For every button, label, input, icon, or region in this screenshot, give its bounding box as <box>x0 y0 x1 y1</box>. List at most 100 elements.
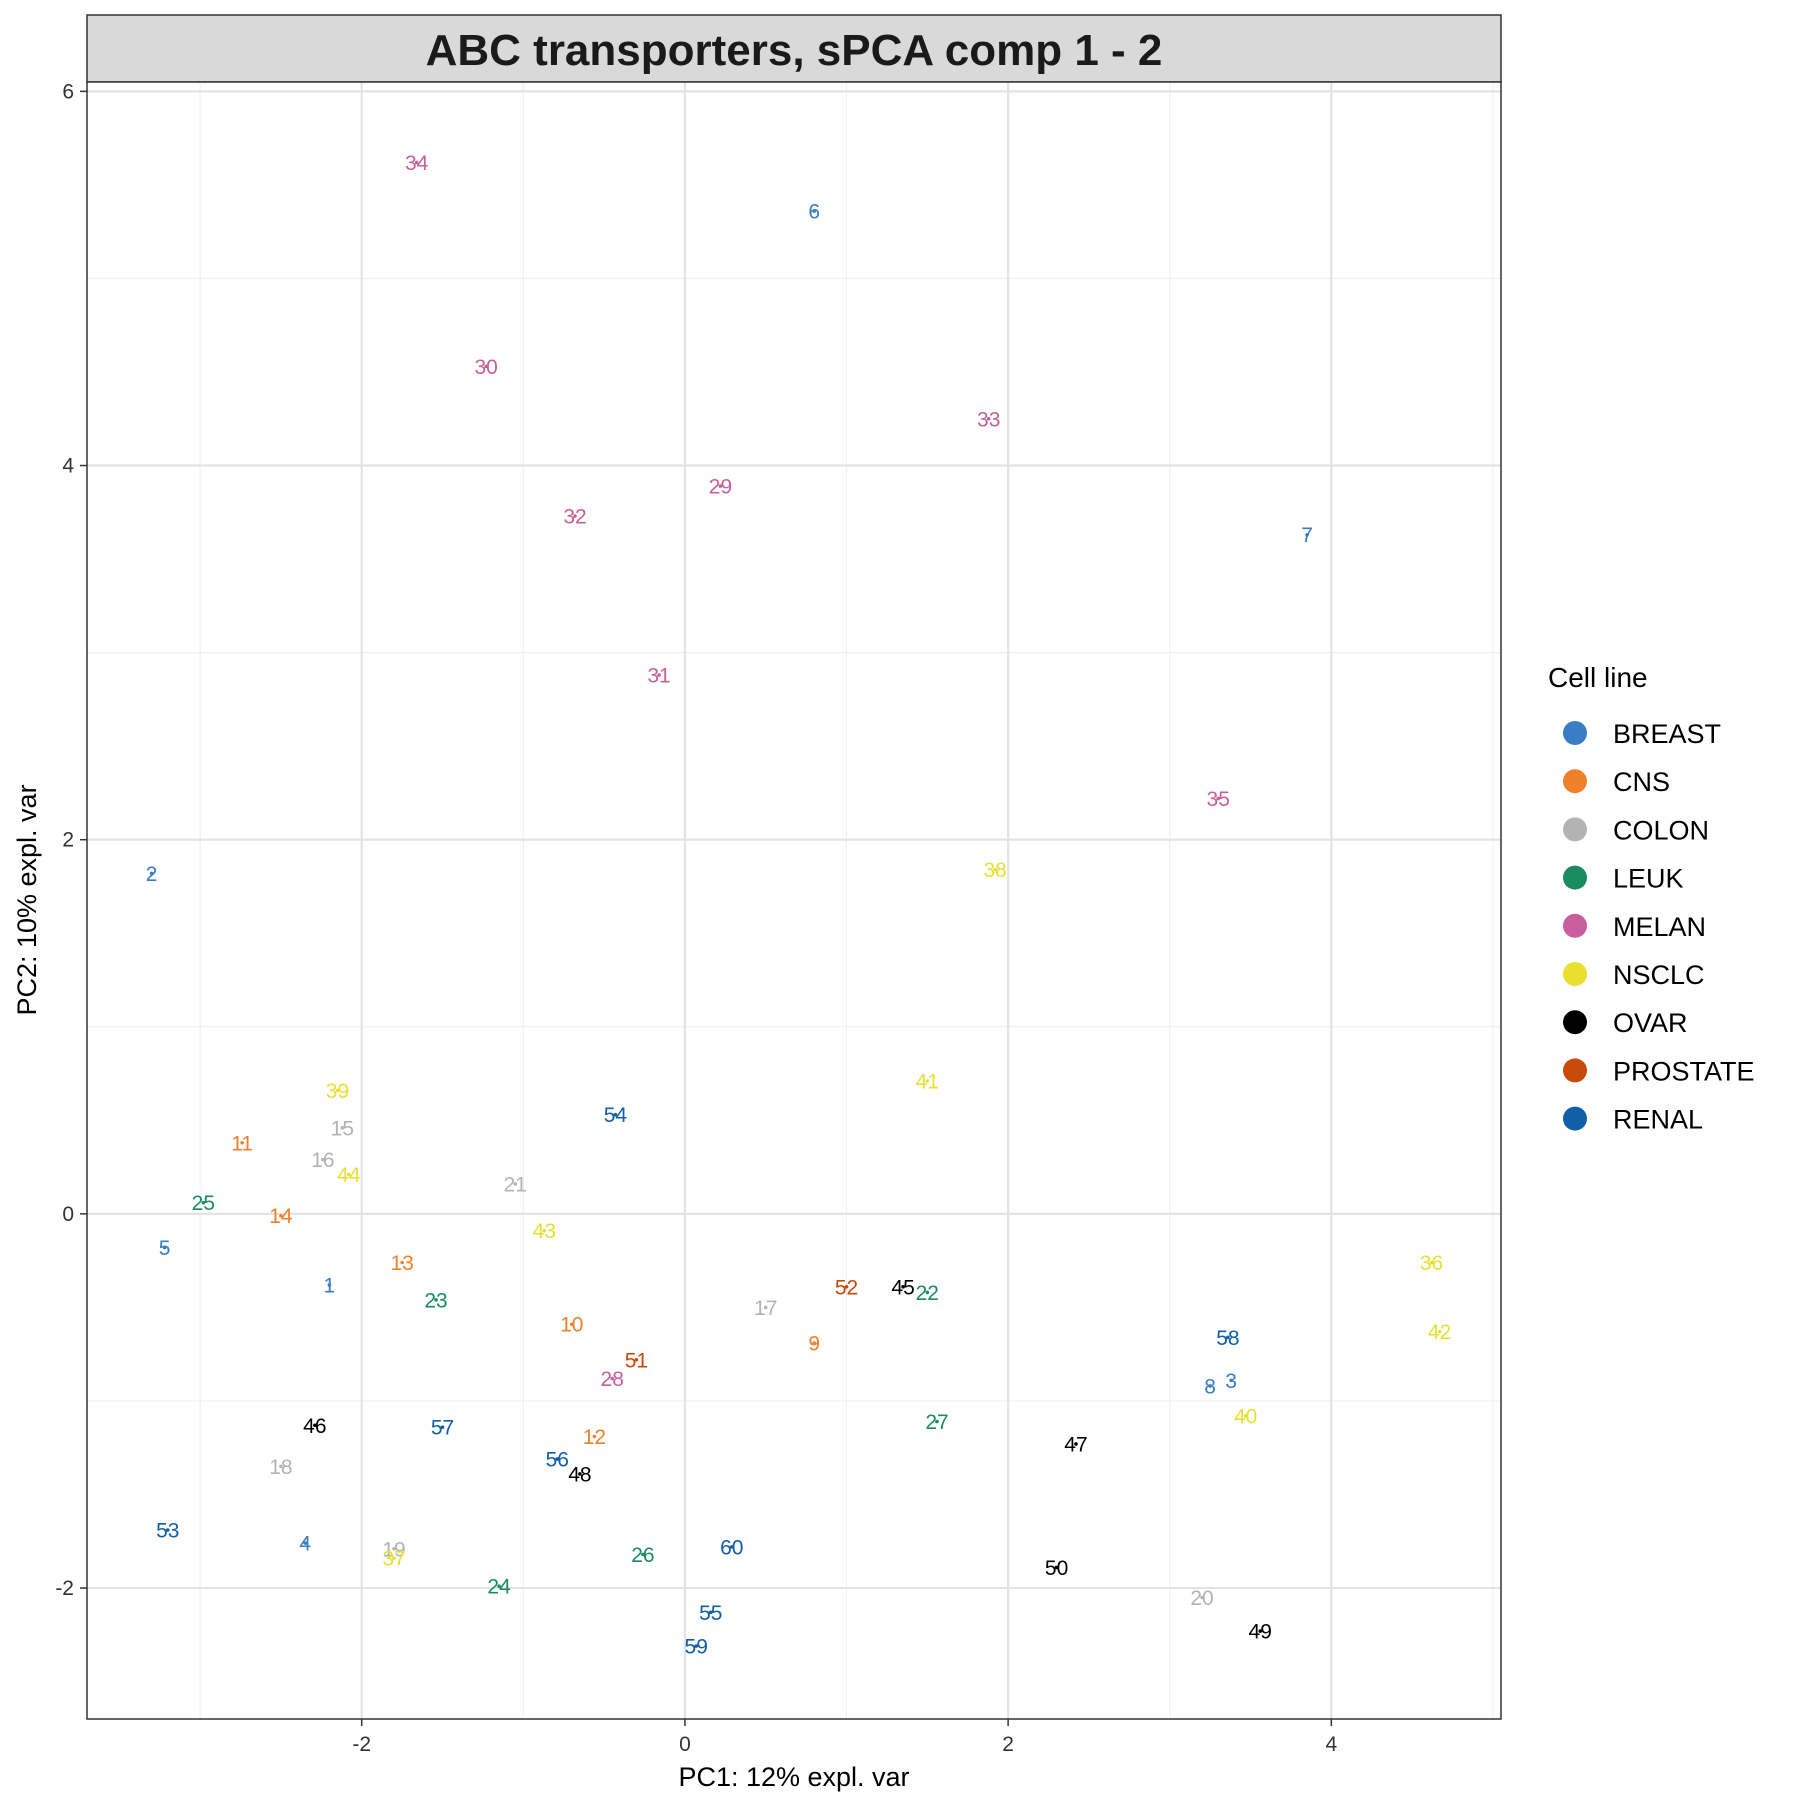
data-point: 26 <box>631 1544 654 1567</box>
data-point: 16 <box>311 1149 334 1172</box>
legend-item: COLON <box>1563 815 1709 845</box>
y-tick-label: 2 <box>62 829 74 852</box>
title-strip <box>86 14 1502 83</box>
data-point: 24 <box>487 1576 511 1599</box>
data-point: 57 <box>431 1417 454 1440</box>
point-label: 2 <box>146 863 158 886</box>
data-point: 58 <box>1216 1327 1239 1350</box>
point-marker <box>592 1434 597 1439</box>
data-point: 33 <box>977 408 1000 431</box>
point-label: 60 <box>720 1536 743 1559</box>
point-marker <box>610 1376 614 1381</box>
point-label: 20 <box>1190 1587 1213 1610</box>
point-label: 44 <box>337 1164 361 1187</box>
point-label: 10 <box>560 1314 583 1337</box>
point-label: 51 <box>625 1349 648 1372</box>
point-marker <box>763 1305 768 1310</box>
point-marker <box>392 1556 396 1560</box>
data-point: 7 <box>1301 524 1313 547</box>
point-label: 12 <box>583 1426 606 1449</box>
point-label: 54 <box>604 1104 628 1127</box>
point-marker <box>434 1298 438 1302</box>
legend-swatch <box>1563 865 1587 890</box>
point-marker <box>542 1228 547 1233</box>
legend-item: CNS <box>1563 767 1670 797</box>
data-point: 27 <box>925 1411 948 1434</box>
plot-panel <box>87 82 1501 1719</box>
legend-label: RENAL <box>1613 1105 1703 1135</box>
point-label: 26 <box>631 1544 654 1567</box>
point-marker <box>513 1182 518 1186</box>
point-label: 43 <box>533 1220 556 1243</box>
data-point: 28 <box>601 1368 624 1391</box>
y-tick-label: 0 <box>62 1203 74 1226</box>
point-marker <box>613 1112 618 1117</box>
x-tick-label: 2 <box>1002 1733 1014 1756</box>
point-label: 15 <box>331 1117 354 1140</box>
data-point: 6 <box>808 201 820 224</box>
point-label: 36 <box>1420 1252 1443 1275</box>
point-label: 47 <box>1064 1433 1087 1456</box>
legend-swatch <box>1563 721 1587 745</box>
data-point: 19 <box>382 1538 405 1561</box>
data-point: 36 <box>1420 1252 1443 1275</box>
data-point: 32 <box>563 506 586 529</box>
point-label: 55 <box>699 1602 722 1625</box>
data-point: 1 <box>324 1274 336 1297</box>
point-label: 29 <box>709 476 732 499</box>
x-tick-label: -2 <box>352 1733 371 1756</box>
point-marker <box>166 1528 170 1532</box>
point-label: 37 <box>382 1548 405 1571</box>
data-point: 13 <box>390 1252 413 1275</box>
legend-swatch <box>1563 1010 1587 1035</box>
point-marker <box>162 1245 167 1250</box>
point-label: 16 <box>311 1149 334 1172</box>
point-label: 19 <box>382 1538 405 1561</box>
point-label: 33 <box>977 408 1000 431</box>
legend-item: RENAL <box>1563 1105 1703 1135</box>
point-marker <box>279 1464 283 1469</box>
point-marker <box>303 1541 307 1545</box>
point-marker <box>335 1088 340 1093</box>
x-axis-title: PC1: 12% expl. var <box>678 1762 909 1792</box>
legend-item: OVAR <box>1563 1008 1688 1038</box>
legend-swatch <box>1563 913 1587 938</box>
legend-label: LEUK <box>1613 864 1684 894</box>
data-point: 8 <box>1204 1375 1216 1398</box>
legend-label: PROSTATE <box>1613 1056 1755 1086</box>
data-point: 12 <box>583 1426 606 1449</box>
point-marker <box>570 1322 574 1327</box>
legend: Cell line BREAST CNS COLON LEUK MELAN NSCLC OV… <box>1548 662 1755 1135</box>
data-point: 9 <box>808 1332 820 1355</box>
x-tick-label: 4 <box>1325 1733 1337 1756</box>
data-point: 15 <box>331 1117 354 1140</box>
point-marker <box>1243 1414 1248 1418</box>
data-point: 37 <box>382 1548 405 1571</box>
point-marker <box>497 1584 501 1588</box>
data-point: 31 <box>647 665 670 688</box>
data-point: 23 <box>424 1289 447 1312</box>
data-point: 41 <box>916 1071 939 1094</box>
point-label: 23 <box>424 1289 447 1312</box>
point-marker <box>1229 1378 1233 1383</box>
point-marker <box>657 673 661 677</box>
data-point: 34 <box>405 152 429 175</box>
point-marker <box>201 1200 206 1205</box>
data-point: 54 <box>604 1104 628 1127</box>
data-point: 56 <box>546 1448 569 1471</box>
point-marker <box>986 416 991 421</box>
point-marker <box>1437 1329 1442 1334</box>
data-point: 29 <box>709 476 732 499</box>
data-point: 22 <box>916 1282 939 1305</box>
point-marker <box>400 1260 404 1265</box>
plot-border <box>86 81 1502 1720</box>
point-label: 38 <box>984 859 1007 882</box>
legend-item: LEUK <box>1563 864 1684 894</box>
point-marker <box>1216 796 1220 801</box>
legend-swatch <box>1563 962 1587 986</box>
point-marker <box>1054 1565 1059 1570</box>
point-label: 17 <box>754 1297 777 1320</box>
point-label: 41 <box>916 1071 939 1094</box>
data-point: 40 <box>1234 1405 1257 1428</box>
